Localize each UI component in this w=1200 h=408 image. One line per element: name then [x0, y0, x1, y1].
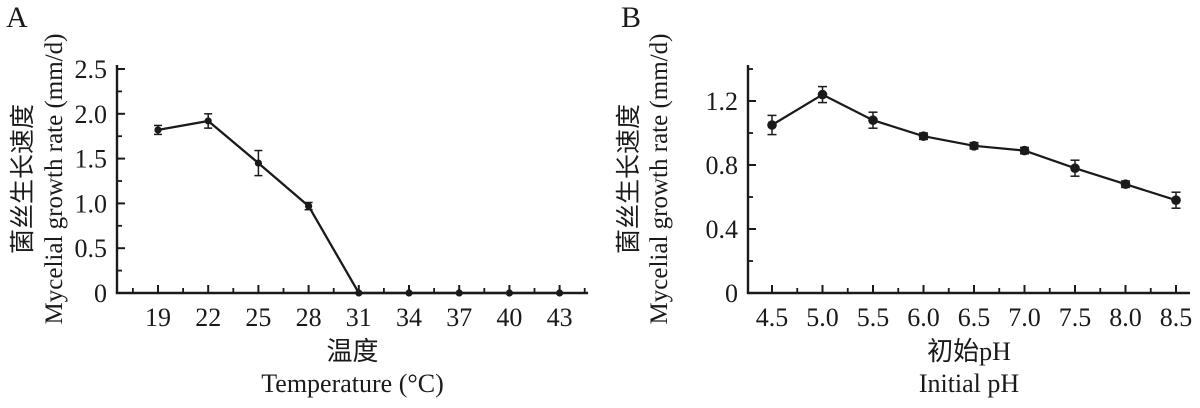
y-axis-label-zh: 菌丝生长速度 — [615, 104, 643, 254]
y-tick-label: 1.5 — [75, 145, 108, 174]
y-tick-label: 2.0 — [75, 100, 108, 129]
data-point-marker — [1171, 195, 1181, 205]
data-point-marker — [254, 159, 262, 167]
series-line — [157, 119, 560, 295]
y-tick-label: 2.5 — [75, 55, 108, 84]
x-tick-label: 22 — [195, 303, 221, 332]
temperature-growth-chart: 0 0.5 1.0 1.5 2.0 2.5 19 22 25 28 31 34 37 40 43 温度 Temp… — [9, 34, 588, 398]
x-tick-label: 5.5 — [857, 303, 890, 332]
data-point-marker — [305, 202, 313, 210]
x-axis-label-zh: 温度 — [326, 337, 378, 366]
x-axis-label-en: Temperature (°C) — [261, 369, 444, 398]
data-point-marker — [918, 131, 929, 141]
x-tick-label: 7.0 — [1008, 303, 1041, 332]
data-point-marker — [767, 120, 777, 130]
panel-b: B 0 0.4 0.8 1.2 4.5 5.0 5.5 6.0 6.5 7.0 7.5 8.0 8.5 初… — [600, 0, 1200, 408]
y-tick-label: 0 — [94, 279, 107, 308]
x-tick-label: 5.0 — [806, 303, 839, 332]
panel-a-letter: A — [6, 1, 28, 34]
data-point-marker — [405, 289, 413, 297]
x-tick-label: 25 — [245, 303, 271, 332]
data-point-marker — [204, 117, 212, 125]
data-point-marker — [556, 289, 564, 297]
x-axis-label-en: Initial pH — [919, 369, 1020, 398]
initial-ph-growth-chart: 0 0.4 0.8 1.2 4.5 5.0 5.5 6.0 6.5 7.0 7.5 8.0 8.5 初始p… — [615, 34, 1193, 398]
x-tick-label: 28 — [296, 303, 322, 332]
x-tick-label: 7.5 — [1059, 303, 1092, 332]
x-tick-label: 19 — [145, 303, 171, 332]
x-tick-label: 37 — [446, 303, 472, 332]
x-tick-label: 31 — [346, 303, 372, 332]
data-point-marker — [868, 115, 878, 125]
x-tick-label: 40 — [496, 303, 522, 332]
y-tick-label: 1.2 — [706, 87, 739, 116]
x-tick-label: 34 — [396, 303, 422, 332]
y-axis-label-zh: 菌丝生长速度 — [9, 104, 37, 254]
y-tick-label: 0.5 — [75, 234, 108, 263]
y-tick-label: 0 — [725, 279, 738, 308]
y-tick-label: 1.0 — [75, 189, 108, 218]
data-point-marker — [1019, 145, 1030, 156]
panel-b-letter: B — [621, 1, 642, 34]
data-point-marker — [1120, 179, 1131, 189]
x-tick-label: 6.5 — [958, 303, 991, 332]
x-axis-label-zh: 初始pH — [927, 337, 1011, 366]
x-tick-label: 6.0 — [907, 303, 940, 332]
panel-a: A 0 0.5 1.0 1.5 2.0 2.5 19 22 25 28 31 34 37 40 43 温度 Te… — [6, 1, 588, 398]
y-axis-label-en: Mycelial growth rate (mm/d) — [41, 34, 68, 325]
data-point-marker — [355, 289, 363, 297]
data-point-marker — [455, 289, 463, 297]
data-point-marker — [1070, 163, 1080, 173]
y-tick-label: 0.8 — [706, 151, 739, 180]
x-tick-label: 43 — [547, 303, 573, 332]
y-tick-label: 0.4 — [706, 215, 739, 244]
x-tick-label: 8.0 — [1109, 303, 1142, 332]
data-point-marker — [969, 141, 979, 151]
data-point-marker — [817, 89, 828, 100]
x-tick-label: 4.5 — [756, 303, 789, 332]
data-point-marker — [154, 126, 162, 134]
x-tick-label: 8.5 — [1160, 303, 1193, 332]
data-point-marker — [505, 289, 513, 297]
y-axis-label-en: Mycelial growth rate (mm/d) — [646, 34, 673, 325]
